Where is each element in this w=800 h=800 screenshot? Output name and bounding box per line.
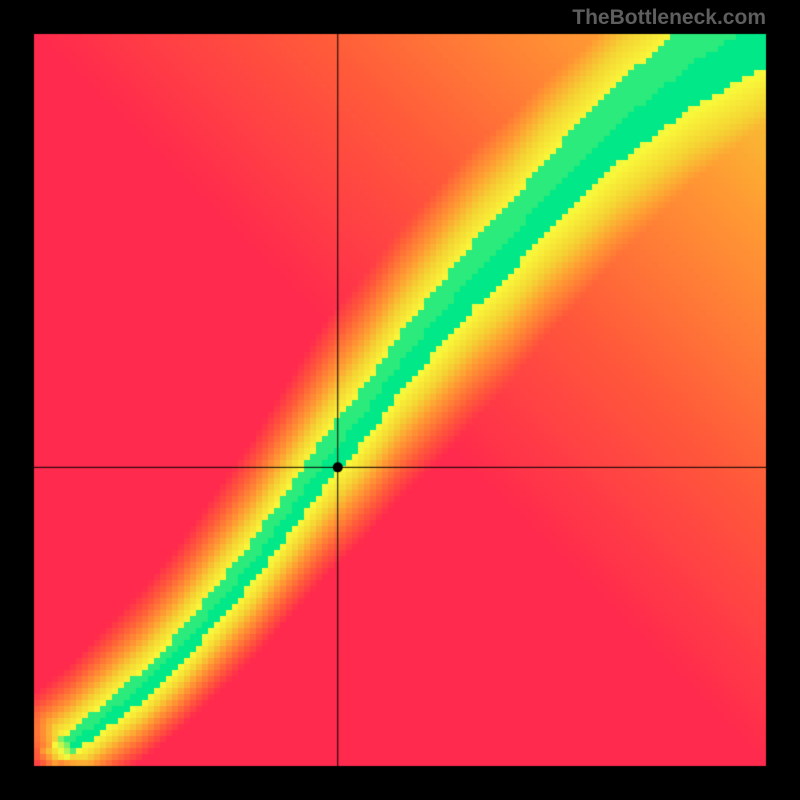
- bottleneck-heatmap: [0, 0, 800, 800]
- watermark: TheBottleneck.com: [572, 6, 766, 30]
- chart-container: TheBottleneck.com: [0, 0, 800, 800]
